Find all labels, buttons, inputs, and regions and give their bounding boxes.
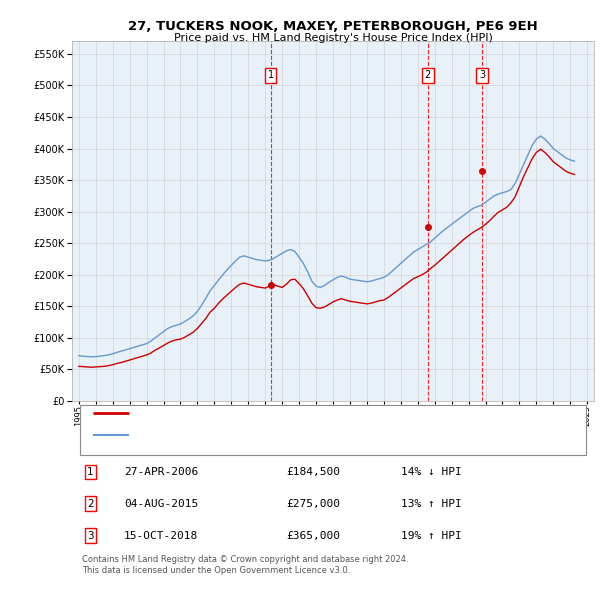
- Text: 04-AUG-2015: 04-AUG-2015: [124, 499, 199, 509]
- Text: 2: 2: [425, 70, 431, 80]
- Text: 2: 2: [87, 499, 94, 509]
- Text: 27, TUCKERS NOOK, MAXEY, PETERBOROUGH, PE6 9EH (detached house): 27, TUCKERS NOOK, MAXEY, PETERBOROUGH, P…: [137, 408, 498, 418]
- Text: £184,500: £184,500: [286, 467, 340, 477]
- Text: 3: 3: [479, 70, 485, 80]
- Text: £365,000: £365,000: [286, 530, 340, 540]
- Text: Price paid vs. HM Land Registry's House Price Index (HPI): Price paid vs. HM Land Registry's House …: [173, 34, 493, 43]
- Text: 27-APR-2006: 27-APR-2006: [124, 467, 199, 477]
- Text: 19% ↑ HPI: 19% ↑ HPI: [401, 530, 461, 540]
- Text: 1: 1: [87, 467, 94, 477]
- FancyBboxPatch shape: [80, 405, 586, 455]
- Text: 1: 1: [268, 70, 274, 80]
- Text: 13% ↑ HPI: 13% ↑ HPI: [401, 499, 461, 509]
- Text: HPI: Average price, detached house, City of Peterborough: HPI: Average price, detached house, City…: [137, 430, 419, 440]
- Text: 15-OCT-2018: 15-OCT-2018: [124, 530, 199, 540]
- Text: 3: 3: [87, 530, 94, 540]
- Text: Contains HM Land Registry data © Crown copyright and database right 2024.
This d: Contains HM Land Registry data © Crown c…: [82, 555, 409, 575]
- Text: 27, TUCKERS NOOK, MAXEY, PETERBOROUGH, PE6 9EH: 27, TUCKERS NOOK, MAXEY, PETERBOROUGH, P…: [128, 20, 538, 33]
- Text: £275,000: £275,000: [286, 499, 340, 509]
- Text: 14% ↓ HPI: 14% ↓ HPI: [401, 467, 461, 477]
